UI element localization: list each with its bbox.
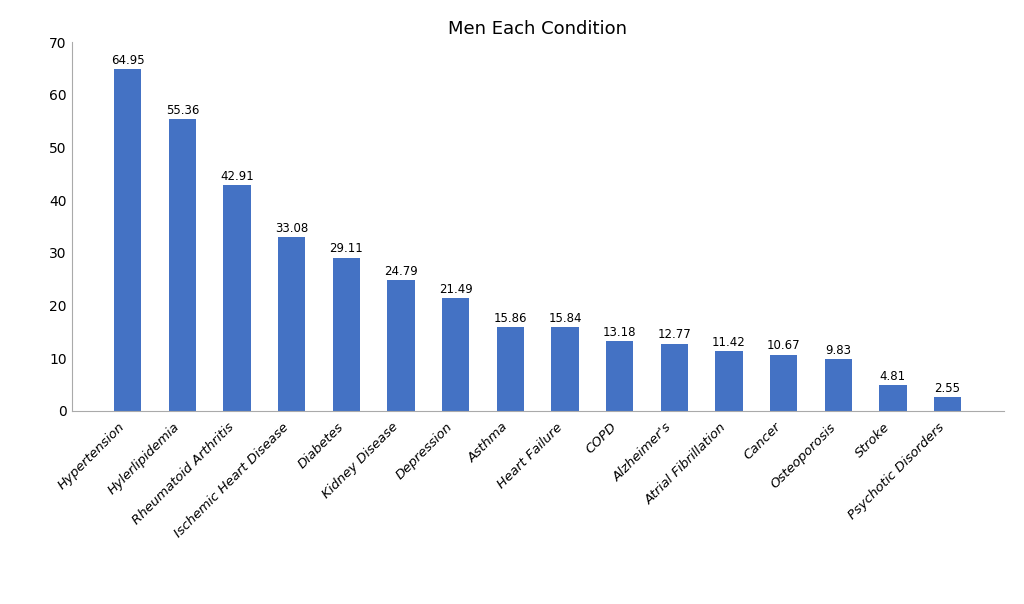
Bar [169, 120, 196, 411]
Text: 12.77: 12.77 [657, 329, 691, 341]
Bar [442, 298, 469, 411]
Bar [770, 355, 798, 411]
Bar [387, 280, 415, 411]
Bar [715, 350, 742, 411]
Bar [606, 341, 633, 411]
Text: 29.11: 29.11 [330, 242, 364, 255]
Text: 9.83: 9.83 [825, 344, 851, 357]
Text: 42.91: 42.91 [220, 170, 254, 183]
Bar [223, 185, 251, 411]
Title: Men Each Condition: Men Each Condition [449, 20, 627, 38]
Text: 64.95: 64.95 [111, 54, 144, 67]
Text: 10.67: 10.67 [767, 339, 801, 353]
Bar [880, 385, 906, 411]
Text: 15.86: 15.86 [494, 312, 527, 325]
Text: 24.79: 24.79 [384, 265, 418, 278]
Text: 13.18: 13.18 [603, 326, 636, 339]
Bar [497, 327, 524, 411]
Bar [551, 327, 579, 411]
Text: 21.49: 21.49 [438, 283, 472, 295]
Text: 2.55: 2.55 [935, 382, 961, 395]
Text: 55.36: 55.36 [166, 104, 199, 117]
Bar [824, 359, 852, 411]
Text: 11.42: 11.42 [712, 335, 745, 349]
Text: 33.08: 33.08 [275, 222, 308, 234]
Bar [114, 69, 141, 411]
Bar [934, 397, 962, 411]
Bar [660, 344, 688, 411]
Bar [333, 257, 360, 411]
Text: 15.84: 15.84 [548, 312, 582, 325]
Bar [278, 237, 305, 411]
Text: 4.81: 4.81 [880, 370, 906, 384]
